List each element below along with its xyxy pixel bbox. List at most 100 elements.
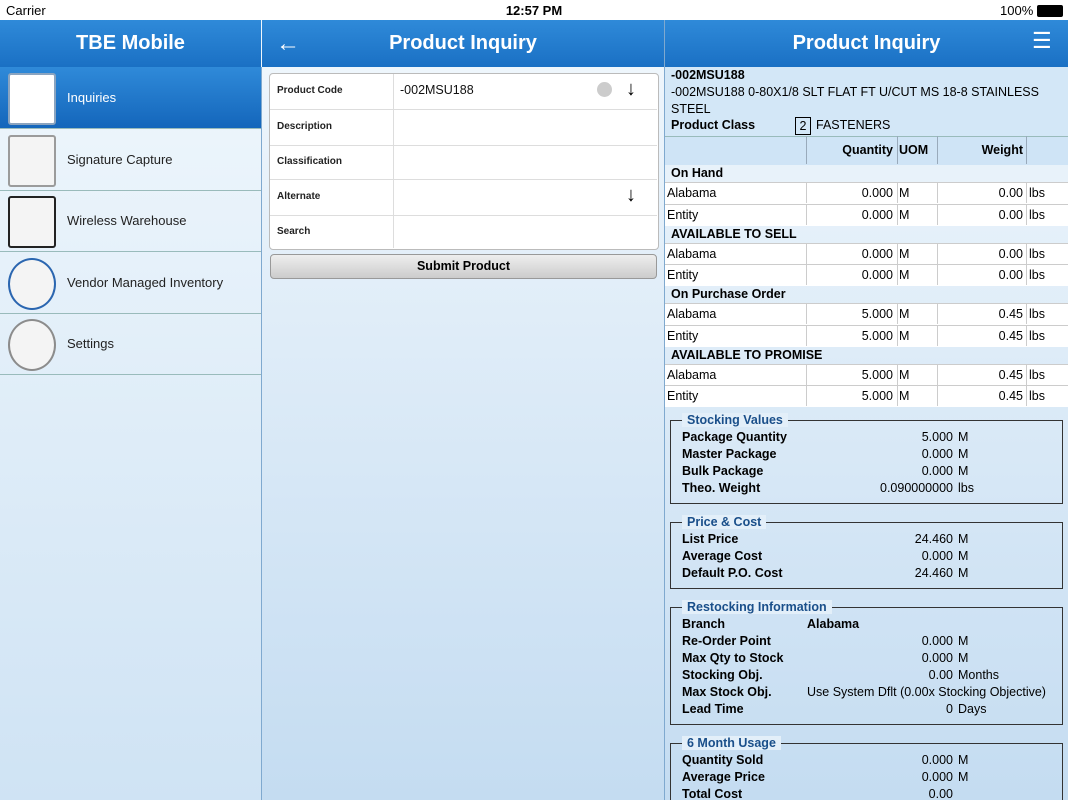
menu-item[interactable] bbox=[0, 313, 261, 375]
product-description: -002MSU188 0-80X1/8 SLT FLAT FT U/CUT MS… bbox=[671, 85, 1039, 116]
col-header: Weight bbox=[981, 143, 1023, 157]
form-label: Search bbox=[277, 225, 311, 237]
section-value: 0.090000000 bbox=[880, 481, 953, 495]
section-unit: lbs bbox=[958, 481, 974, 495]
section-label: Re-Order Point bbox=[682, 634, 771, 648]
form-title: Product Inquiry bbox=[262, 20, 664, 67]
table-cell: lbs bbox=[1029, 246, 1045, 261]
table-cell: M bbox=[899, 389, 910, 403]
table-cell: lbs bbox=[1029, 268, 1045, 282]
menu-item[interactable] bbox=[0, 129, 261, 191]
table-row bbox=[665, 363, 1068, 386]
table-cell: Alabama bbox=[667, 367, 717, 382]
cell-line bbox=[897, 182, 898, 203]
form-row-line bbox=[270, 215, 657, 216]
menu-label: Signature Capture bbox=[67, 151, 173, 167]
dropdown-arrow[interactable]: ↓ bbox=[626, 78, 636, 100]
table-cell: M bbox=[899, 328, 910, 343]
menu-item[interactable] bbox=[0, 190, 261, 252]
cell-line bbox=[1026, 385, 1027, 406]
cell-line bbox=[1026, 303, 1027, 324]
section-box bbox=[670, 522, 1063, 589]
cell-line bbox=[1026, 363, 1027, 385]
cell-line bbox=[806, 385, 807, 406]
table-cell: Entity bbox=[667, 328, 699, 343]
section-title: 6 Month Usage bbox=[682, 736, 781, 750]
section-unit: M bbox=[958, 447, 969, 461]
table-cell: 0.45 bbox=[998, 328, 1023, 343]
menu-label: Wireless Warehouse bbox=[67, 213, 187, 228]
form-label: Product Code bbox=[277, 84, 343, 96]
table-cell: M bbox=[899, 207, 910, 222]
table-cell: 5.000 bbox=[861, 367, 893, 382]
table-cell: 0.00 bbox=[998, 186, 1023, 200]
menu-item[interactable] bbox=[0, 252, 261, 314]
table-cell: Entity bbox=[667, 389, 699, 403]
cell-line bbox=[806, 203, 807, 225]
table-cell: lbs bbox=[1029, 207, 1045, 222]
section-label: Branch bbox=[682, 617, 726, 631]
divider bbox=[664, 20, 665, 800]
form-label: Description bbox=[277, 120, 333, 132]
group-name: On Purchase Order bbox=[671, 287, 786, 301]
section-label: Lead Time bbox=[682, 702, 744, 716]
group-name: AVAILABLE TO SELL bbox=[671, 226, 797, 241]
section-title: Price & Cost bbox=[682, 515, 767, 529]
form-row-line bbox=[270, 145, 657, 146]
table-cell: 0.45 bbox=[998, 307, 1023, 321]
table-cell: Entity bbox=[667, 268, 699, 282]
table-cell: M bbox=[899, 268, 910, 282]
dropdown-arrow[interactable]: ↓ bbox=[626, 184, 636, 206]
section-value: 0.00 bbox=[928, 668, 953, 682]
cell-line bbox=[937, 363, 938, 385]
table-cell: lbs bbox=[1029, 389, 1045, 403]
col-header: Quantity bbox=[842, 143, 893, 157]
cell-line bbox=[897, 324, 898, 346]
sidebar bbox=[0, 67, 262, 800]
menu-label: Settings bbox=[67, 336, 114, 351]
table-row bbox=[665, 182, 1068, 204]
table-cell: 5.000 bbox=[861, 307, 893, 321]
table-cell: 0.000 bbox=[861, 207, 893, 222]
menu-label: Vendor Managed Inventory bbox=[67, 274, 224, 290]
cell-line bbox=[937, 182, 938, 203]
menu-icon bbox=[8, 73, 56, 125]
section-label: Total Cost bbox=[682, 787, 743, 800]
cell-line bbox=[1026, 242, 1027, 264]
cell-line bbox=[897, 264, 898, 285]
cell-line bbox=[1026, 182, 1027, 203]
section-label: Bulk Package bbox=[682, 464, 764, 478]
section-title: Restocking Information bbox=[682, 600, 832, 614]
cell-line bbox=[806, 363, 807, 385]
cell-line bbox=[897, 203, 898, 225]
table-cell: 0.00 bbox=[998, 207, 1023, 222]
table-cell: 5.000 bbox=[861, 389, 893, 403]
table-row bbox=[665, 242, 1068, 265]
menu-button[interactable]: ☰ bbox=[1032, 28, 1052, 53]
group-name: AVAILABLE TO PROMISE bbox=[671, 347, 823, 362]
table-row bbox=[665, 385, 1068, 407]
table-cell: 0.000 bbox=[861, 246, 893, 261]
clear-button[interactable] bbox=[597, 82, 612, 97]
section-label: Master Package bbox=[682, 447, 777, 461]
cell-line bbox=[897, 385, 898, 406]
cell-line bbox=[937, 203, 938, 225]
clock: 12:57 PM bbox=[505, 3, 563, 18]
table-cell: lbs bbox=[1029, 367, 1045, 382]
status-bar bbox=[0, 0, 1068, 20]
section-value: 24.460 bbox=[914, 532, 953, 546]
cell-line bbox=[897, 303, 898, 324]
back-button[interactable]: ← bbox=[276, 30, 300, 57]
section-label: List Price bbox=[682, 532, 739, 546]
section-value: 0 bbox=[946, 702, 953, 716]
section-unit: M bbox=[958, 651, 969, 665]
section-unit: M bbox=[958, 753, 969, 767]
table-cell: Alabama bbox=[667, 307, 717, 321]
table-cell: Alabama bbox=[667, 186, 717, 200]
section-value: 0.00 bbox=[928, 787, 953, 800]
table-header-cell bbox=[1026, 136, 1068, 164]
product-code-input[interactable]: -002MSU188 bbox=[400, 83, 474, 97]
table-cell: 0.000 bbox=[861, 268, 893, 282]
submit-button[interactable]: Submit Product bbox=[270, 254, 657, 279]
section-title: Stocking Values bbox=[682, 413, 788, 427]
